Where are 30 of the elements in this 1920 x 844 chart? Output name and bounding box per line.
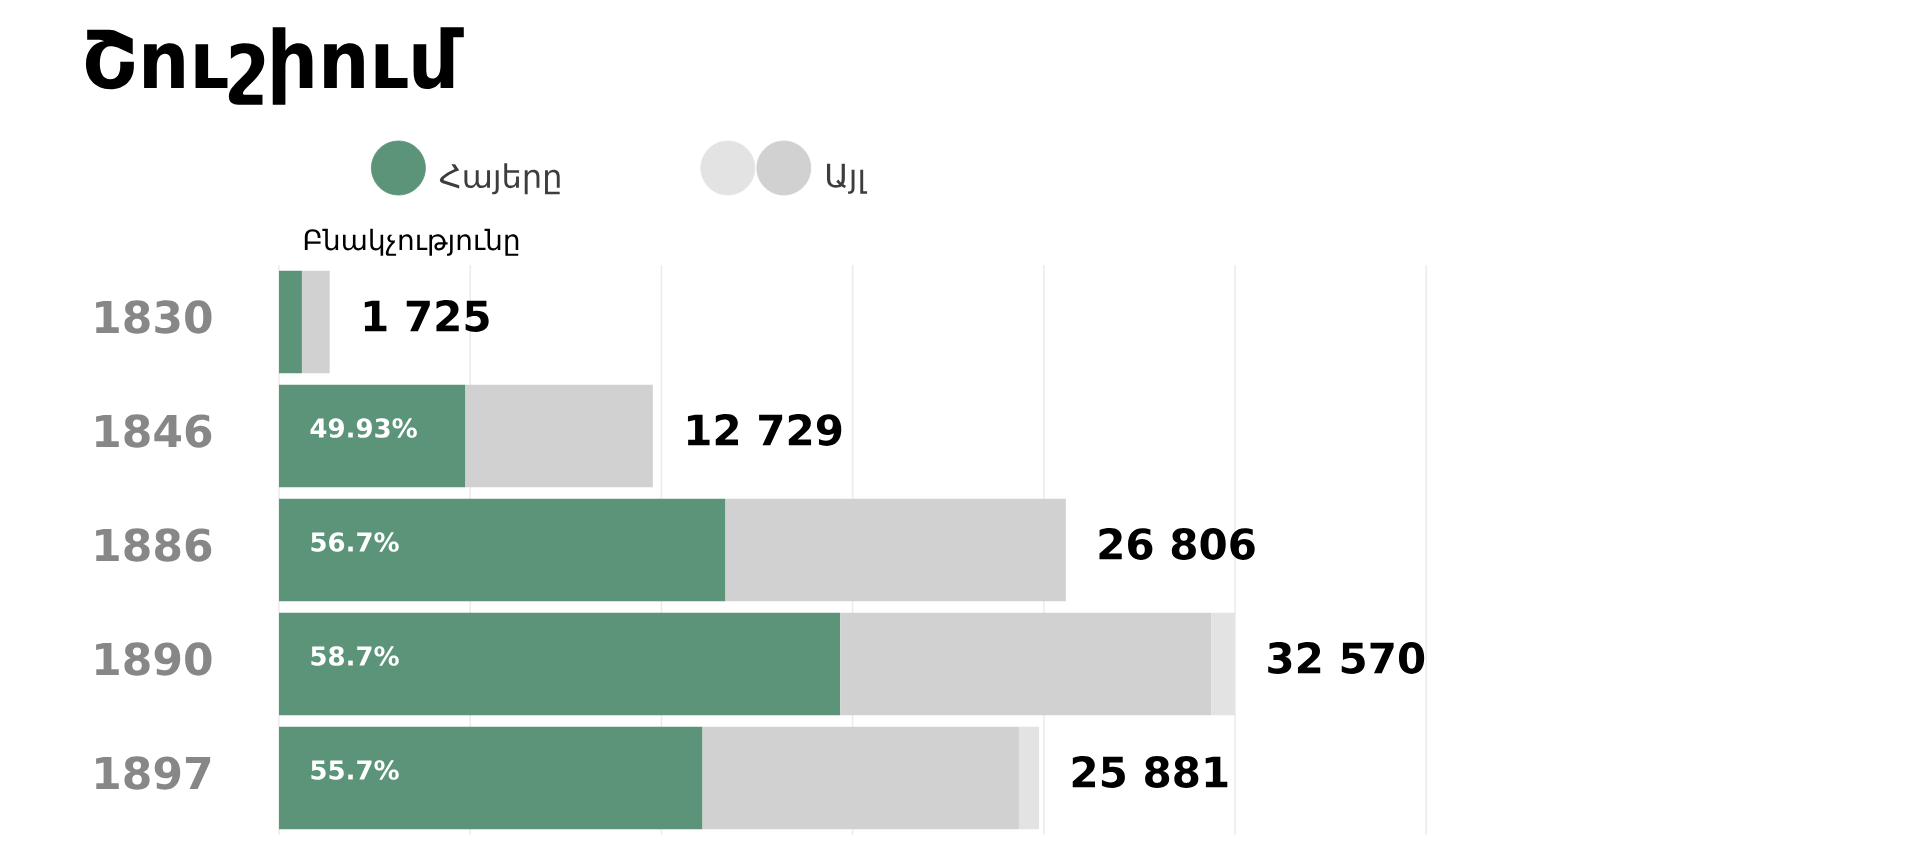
annotation: 25 881 xyxy=(1072,756,1228,788)
bar xyxy=(840,612,1212,716)
annotation: 12 729 xyxy=(687,414,842,446)
bar xyxy=(279,384,466,488)
annotation: 55.7% xyxy=(311,760,399,780)
bar xyxy=(279,612,841,716)
bar xyxy=(279,498,726,602)
y-tick-label: 1846 xyxy=(96,414,212,448)
annotation: 49.93% xyxy=(310,418,417,438)
y-tick-label: 1830 xyxy=(96,300,212,334)
y-tick-label: 1890 xyxy=(96,642,212,676)
legend-label: Հայերը xyxy=(439,163,560,195)
annotation: 58.7% xyxy=(311,646,399,666)
bar xyxy=(279,270,302,374)
legend-label: Այլ xyxy=(826,163,868,194)
annotation: 56.7% xyxy=(311,532,399,552)
bar xyxy=(1211,612,1236,716)
x-axis-title: Բնակչությունը xyxy=(304,228,519,256)
bar xyxy=(301,270,330,374)
bar xyxy=(702,726,1019,830)
chart-title: Շուշիում xyxy=(85,27,464,105)
bar xyxy=(465,384,653,488)
bar xyxy=(725,498,1066,602)
annotation: 1 725 xyxy=(364,300,489,332)
y-tick-label: 1897 xyxy=(96,756,211,790)
bar xyxy=(1018,726,1040,830)
y-tick-label: 1886 xyxy=(96,528,212,562)
annotation: 26 806 xyxy=(1099,528,1255,560)
bar xyxy=(279,726,703,830)
annotation: 32 570 xyxy=(1268,642,1425,674)
